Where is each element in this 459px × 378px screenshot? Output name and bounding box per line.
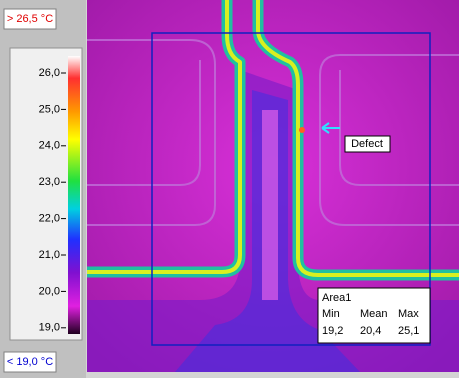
area-header: Max xyxy=(398,308,419,320)
min-label: < 19,0 °C xyxy=(7,356,53,368)
area-header: Min xyxy=(322,308,340,320)
max-label: > 26,5 °C xyxy=(7,13,53,25)
area-header: Mean xyxy=(360,308,388,320)
area-value: 20,4 xyxy=(360,325,381,337)
scale-tick-label: 26,0 xyxy=(39,67,60,79)
hotspot xyxy=(299,127,305,133)
scale-tick-label: 25,0 xyxy=(39,103,60,115)
area-value: 19,2 xyxy=(322,325,343,337)
defect-label: Defect xyxy=(351,138,383,150)
thermal-viewer: > 26,5 °C < 19,0 °C 26,0 25,0 24,0 23,0 22,0… xyxy=(0,0,459,378)
scale-tick-label: 21,0 xyxy=(39,249,60,261)
color-bar xyxy=(68,56,80,334)
scale-tick-label: 24,0 xyxy=(39,140,60,152)
warm-strip xyxy=(262,110,278,300)
scale-tick-label: 23,0 xyxy=(39,176,60,188)
area-value: 25,1 xyxy=(398,325,419,337)
scale-tick-label: 20,0 xyxy=(39,285,60,297)
area-name: Area1 xyxy=(322,292,351,304)
scale-tick-label: 19,0 xyxy=(39,322,60,334)
scale-tick-label: 22,0 xyxy=(39,213,60,225)
